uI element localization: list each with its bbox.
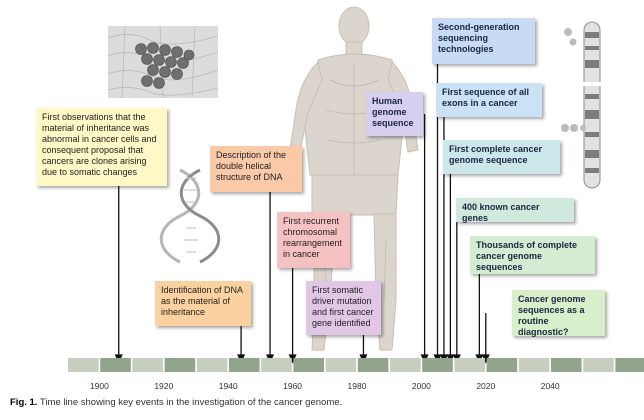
timeline-band-segment — [229, 358, 260, 372]
event-box-all-exons: First sequence of all exons in a cancer — [436, 83, 542, 117]
timeline-band-segment — [196, 358, 228, 372]
timeline-band-segment — [615, 358, 644, 372]
human-anatomy-figure-image — [289, 6, 419, 351]
timeline-band-segment — [132, 358, 163, 372]
timeline-band-segment — [164, 358, 196, 372]
timeline-band-segment — [390, 358, 421, 372]
event-box-complete-genome: First complete cancer genome sequence — [443, 140, 560, 174]
axis-tick-1920: 1920 — [154, 381, 174, 391]
timeline-band-segment — [100, 358, 131, 372]
axis-tick-1980: 1980 — [347, 381, 367, 391]
timeline-band-segment — [486, 358, 518, 372]
cell-micrograph-image — [107, 25, 219, 99]
timeline-figure: First observations that the material of … — [36, 6, 644, 391]
event-box-double-helix: Description of the double helical struct… — [210, 146, 302, 192]
event-box-thousands-genomes: Thousands of complete cancer genome sequ… — [470, 236, 595, 274]
event-box-known-genes: 400 known cancer genes — [456, 198, 574, 223]
timeline-band-segment — [454, 358, 485, 372]
timeline-band-segment — [518, 358, 550, 372]
axis-tick-1900: 1900 — [89, 381, 109, 391]
dna-helix-image — [159, 168, 221, 264]
timeline-band-segment — [357, 358, 389, 372]
event-box-second-gen-seq: Second-generation sequencing technologie… — [432, 18, 535, 64]
event-box-dna-identification: Identification of DNA as the material of… — [155, 281, 251, 326]
event-box-human-genome: Human genome sequence — [366, 92, 423, 136]
figure-caption: Fig. 1. Time line showing key events in … — [10, 397, 342, 408]
timeline-band-segment — [583, 358, 614, 372]
axis-tick-2040: 2040 — [540, 381, 560, 391]
axis-tick-2000: 2000 — [411, 381, 431, 391]
caption-text: Time line showing key events in the inve… — [39, 397, 343, 408]
axis-tick-1940: 1940 — [218, 381, 238, 391]
event-box-routine-diagnostic: Cancer genome sequences as a routine dia… — [512, 290, 605, 337]
event-box-somatic-driver: First somatic driver mutation and first … — [306, 281, 381, 335]
background-illustrations — [68, 6, 644, 372]
timeline-band-segment — [422, 358, 453, 372]
chromosome-image — [561, 21, 601, 189]
timeline-band-segment — [293, 358, 324, 372]
timeline-band-segment — [261, 358, 292, 372]
axis-tick-1960: 1960 — [283, 381, 303, 391]
axis-tick-2020: 2020 — [476, 381, 496, 391]
event-box-chromosomal-rearrangement: First recurrent chromosomal rearrangemen… — [277, 212, 350, 268]
caption-label: Fig. 1. — [10, 397, 38, 408]
timeline-band-segment — [68, 358, 99, 372]
event-box-inheritance-abnormal: First observations that the material of … — [36, 108, 167, 186]
timeline-band-segment — [325, 358, 357, 372]
timeline-band-segment — [551, 358, 582, 372]
